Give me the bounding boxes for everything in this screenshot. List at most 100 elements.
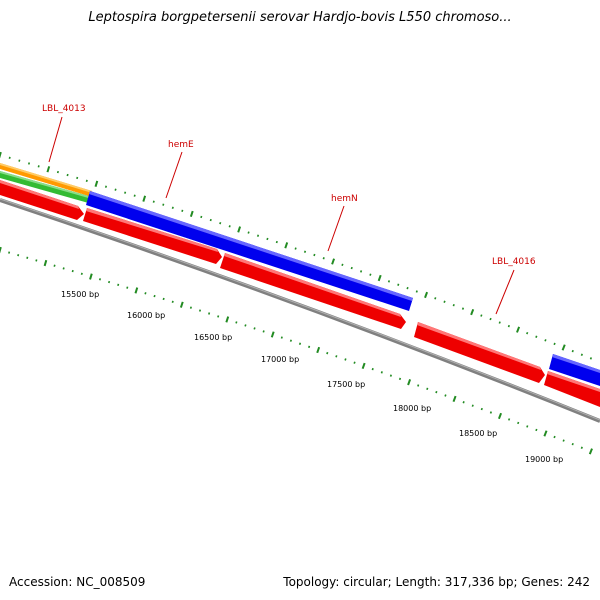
tick-mark: [256, 234, 260, 237]
tick-mark: [377, 274, 382, 282]
tick-mark: [46, 166, 51, 173]
tick-mark: [289, 339, 292, 342]
tick-mark: [571, 442, 574, 446]
tick-mark: [275, 240, 278, 244]
tick-mark: [104, 185, 108, 188]
scale-label: 16000 bp: [127, 311, 165, 320]
tick-mark: [80, 272, 83, 276]
tick-mark: [452, 303, 455, 307]
tick-mark: [426, 387, 429, 391]
tick-mark: [497, 412, 503, 420]
tick-mark: [562, 439, 565, 442]
tick-mark: [62, 267, 65, 270]
tick-mark: [480, 407, 483, 411]
tick-mark: [43, 259, 48, 267]
reverse-cds-2: [544, 371, 600, 407]
tick-mark: [181, 209, 184, 213]
tick-mark: [108, 280, 111, 284]
tick-mark: [316, 346, 321, 354]
tick-mark: [434, 297, 437, 300]
leader-line: [327, 205, 345, 252]
tick-mark: [85, 179, 88, 183]
tick-mark: [0, 151, 2, 159]
tick-mark: [561, 344, 566, 351]
tick-mark: [253, 327, 256, 330]
tick-mark: [126, 286, 129, 289]
tick-mark: [580, 353, 583, 356]
tick-mark: [462, 401, 465, 404]
map-title: Leptospira borgpetersenii serovar Hardjo…: [88, 10, 512, 25]
accession-text: Accession: NC_008509: [9, 575, 146, 589]
tick-mark: [76, 176, 79, 180]
tick-mark: [322, 257, 325, 260]
tick-mark: [235, 321, 238, 324]
scale-label: 18500 bp: [459, 429, 497, 438]
tick-mark: [114, 188, 117, 191]
scale-label: 17000 bp: [261, 355, 299, 364]
tick-mark: [144, 292, 147, 295]
tick-mark: [26, 256, 29, 259]
tick-mark: [489, 411, 493, 414]
tick-mark: [94, 180, 99, 187]
tick-mark: [553, 435, 556, 439]
tick-mark: [516, 326, 521, 333]
tick-mark: [417, 384, 420, 387]
tick-mark: [198, 309, 202, 312]
tick-mark: [179, 301, 184, 308]
outer-tick-ring: [0, 151, 593, 360]
reverse-cds-1: [220, 253, 406, 329]
feature-label: LBL_4016: [492, 257, 536, 267]
tick-mark: [435, 390, 438, 394]
tick-mark: [471, 404, 474, 407]
tick-mark: [313, 253, 316, 257]
tick-mark: [470, 308, 475, 316]
forward-cds: [549, 354, 600, 386]
tick-mark: [326, 351, 329, 355]
scale-label: 19000 bp: [525, 455, 563, 464]
tick-mark: [397, 283, 400, 286]
tick-mark: [444, 394, 447, 397]
tick-mark: [171, 300, 174, 304]
tick-mark: [247, 231, 250, 234]
tick-mark: [298, 342, 302, 345]
scale-label: 18000 bp: [393, 404, 431, 413]
tick-mark: [331, 258, 336, 265]
tick-mark: [37, 165, 40, 168]
hemN-cds: [83, 208, 222, 264]
tick-mark: [359, 270, 363, 273]
tick-mark: [53, 264, 56, 267]
tick-mark: [543, 430, 548, 437]
tick-mark: [153, 294, 156, 298]
topology-summary: Topology: circular; Length: 317,336 bp; …: [283, 575, 590, 589]
tick-mark: [452, 395, 457, 403]
feature-label: hemN: [331, 194, 358, 204]
tick-mark: [98, 278, 102, 281]
tick-mark: [371, 367, 374, 371]
tick-mark: [228, 225, 231, 228]
tick-mark: [133, 194, 136, 197]
tick-mark: [407, 379, 412, 386]
leader-line: [495, 269, 515, 315]
tick-mark: [526, 331, 529, 335]
tick-mark: [152, 200, 155, 203]
LBL-4013-cds: [0, 180, 84, 220]
tick-mark: [344, 358, 347, 361]
tick-mark: [353, 361, 356, 364]
tick-mark: [294, 247, 297, 250]
tick-mark: [8, 251, 11, 254]
tick-mark: [0, 246, 2, 254]
feature-label: LBL_4013: [42, 104, 86, 114]
tick-mark: [544, 339, 547, 342]
tick-mark: [189, 306, 192, 309]
tick-mark: [571, 349, 574, 353]
tick-mark: [17, 254, 20, 257]
feature-label: hemE: [168, 140, 194, 150]
tick-mark: [526, 425, 529, 428]
tick-mark: [225, 316, 230, 323]
tick-mark: [443, 300, 446, 303]
tick-mark: [200, 215, 203, 219]
tick-mark: [208, 312, 211, 315]
tick-mark: [480, 314, 483, 317]
tick-mark: [35, 259, 38, 262]
